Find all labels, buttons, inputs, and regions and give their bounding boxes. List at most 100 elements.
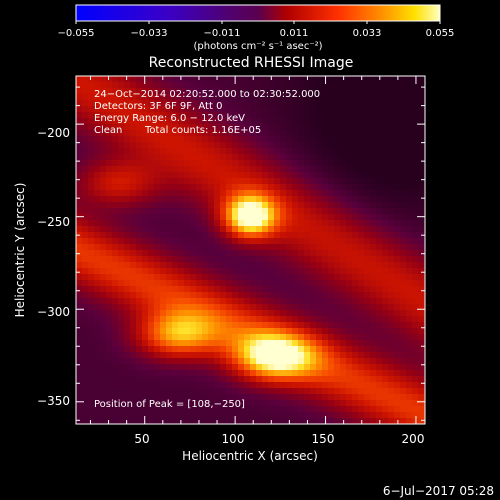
heatmap-cell [190,274,197,281]
heatmap-cell [382,292,389,299]
heatmap-cell [406,106,413,113]
heatmap-cell [112,328,119,335]
heatmap-cell [100,382,107,389]
heatmap-cell [328,364,335,371]
heatmap-cell [322,298,329,305]
heatmap-cell [370,76,377,83]
heatmap-cell [316,256,323,263]
heatmap-cell [202,112,209,119]
heatmap-cell [310,292,317,299]
heatmap-cell [358,100,365,107]
heatmap-cell [340,166,347,173]
heatmap-cell [82,160,89,167]
colorbar-tick-label: −0.033 [130,28,167,39]
heatmap-cell [328,316,335,323]
heatmap-cell [400,238,407,245]
heatmap-cell [100,76,107,83]
heatmap-cell [352,238,359,245]
heatmap-cell [286,238,293,245]
heatmap-cell [316,376,323,383]
heatmap-cell [262,322,269,329]
heatmap-cell [412,250,419,257]
heatmap-cell [346,304,353,311]
heatmap-cell [160,352,167,359]
heatmap-cell [388,232,395,239]
heatmap-cell [346,238,353,245]
heatmap-cell [250,358,257,365]
heatmap-cell [100,304,107,311]
heatmap-cell [394,136,401,143]
heatmap-cell [130,178,137,185]
heatmap-cell [106,364,113,371]
heatmap-cell [82,94,89,101]
heatmap-cell [178,232,185,239]
heatmap-cell [100,310,107,317]
heatmap-cell [352,154,359,161]
heatmap-cell [376,106,383,113]
heatmap-cell [214,106,221,113]
heatmap-cell [160,244,167,251]
heatmap-cell [250,310,257,317]
heatmap-cell [124,292,131,299]
heatmap-cell [388,220,395,227]
heatmap-cell [316,358,323,365]
heatmap-cell [352,382,359,389]
heatmap-cell [292,304,299,311]
heatmap-cell [418,340,425,347]
heatmap-cell [226,262,233,269]
heatmap-cell [208,364,215,371]
heatmap-cell [214,376,221,383]
heatmap-cell [298,286,305,293]
heatmap-cell [418,304,425,311]
heatmap-cell [334,358,341,365]
heatmap-cell [316,136,323,143]
heatmap-cell [130,196,137,203]
heatmap-cell [82,322,89,329]
heatmap-cell [352,274,359,281]
heatmap-cell [304,400,311,407]
heatmap-cell [100,328,107,335]
heatmap-cell [364,406,371,413]
heatmap-cell [310,130,317,137]
heatmap-cell [328,286,335,293]
heatmap-cell [136,286,143,293]
heatmap-cell [106,100,113,107]
heatmap-cell [412,346,419,353]
heatmap-cell [322,256,329,263]
heatmap-cell [364,292,371,299]
heatmap-cell [274,328,281,335]
heatmap-cell [262,184,269,191]
heatmap-cell [184,142,191,149]
heatmap-cell [334,370,341,377]
heatmap-cell [154,334,161,341]
heatmap-cell [112,250,119,257]
heatmap-cell [382,76,389,83]
heatmap-cell [226,250,233,257]
heatmap-cell [316,88,323,95]
heatmap-cell [262,274,269,281]
heatmap-cell [220,136,227,143]
heatmap-cell [130,112,137,119]
heatmap-cell [76,202,83,209]
heatmap-cell [202,352,209,359]
heatmap-cell [88,172,95,179]
heatmap-cell [268,148,275,155]
heatmap-cell [316,238,323,245]
heatmap-cell [268,190,275,197]
heatmap-cell [256,262,263,269]
heatmap-cell [100,274,107,281]
heatmap-cell [238,82,245,89]
heatmap-cell [286,268,293,275]
heatmap-cell [148,118,155,125]
heatmap-cell [316,148,323,155]
heatmap-cell [262,286,269,293]
heatmap-cell [400,334,407,341]
heatmap-cell [106,352,113,359]
heatmap-cell [370,100,377,107]
heatmap-cell [376,274,383,281]
heatmap-cell [142,208,149,215]
heatmap-cell [262,106,269,113]
heatmap-cell [412,256,419,263]
heatmap-cell [274,196,281,203]
heatmap-cell [202,316,209,323]
